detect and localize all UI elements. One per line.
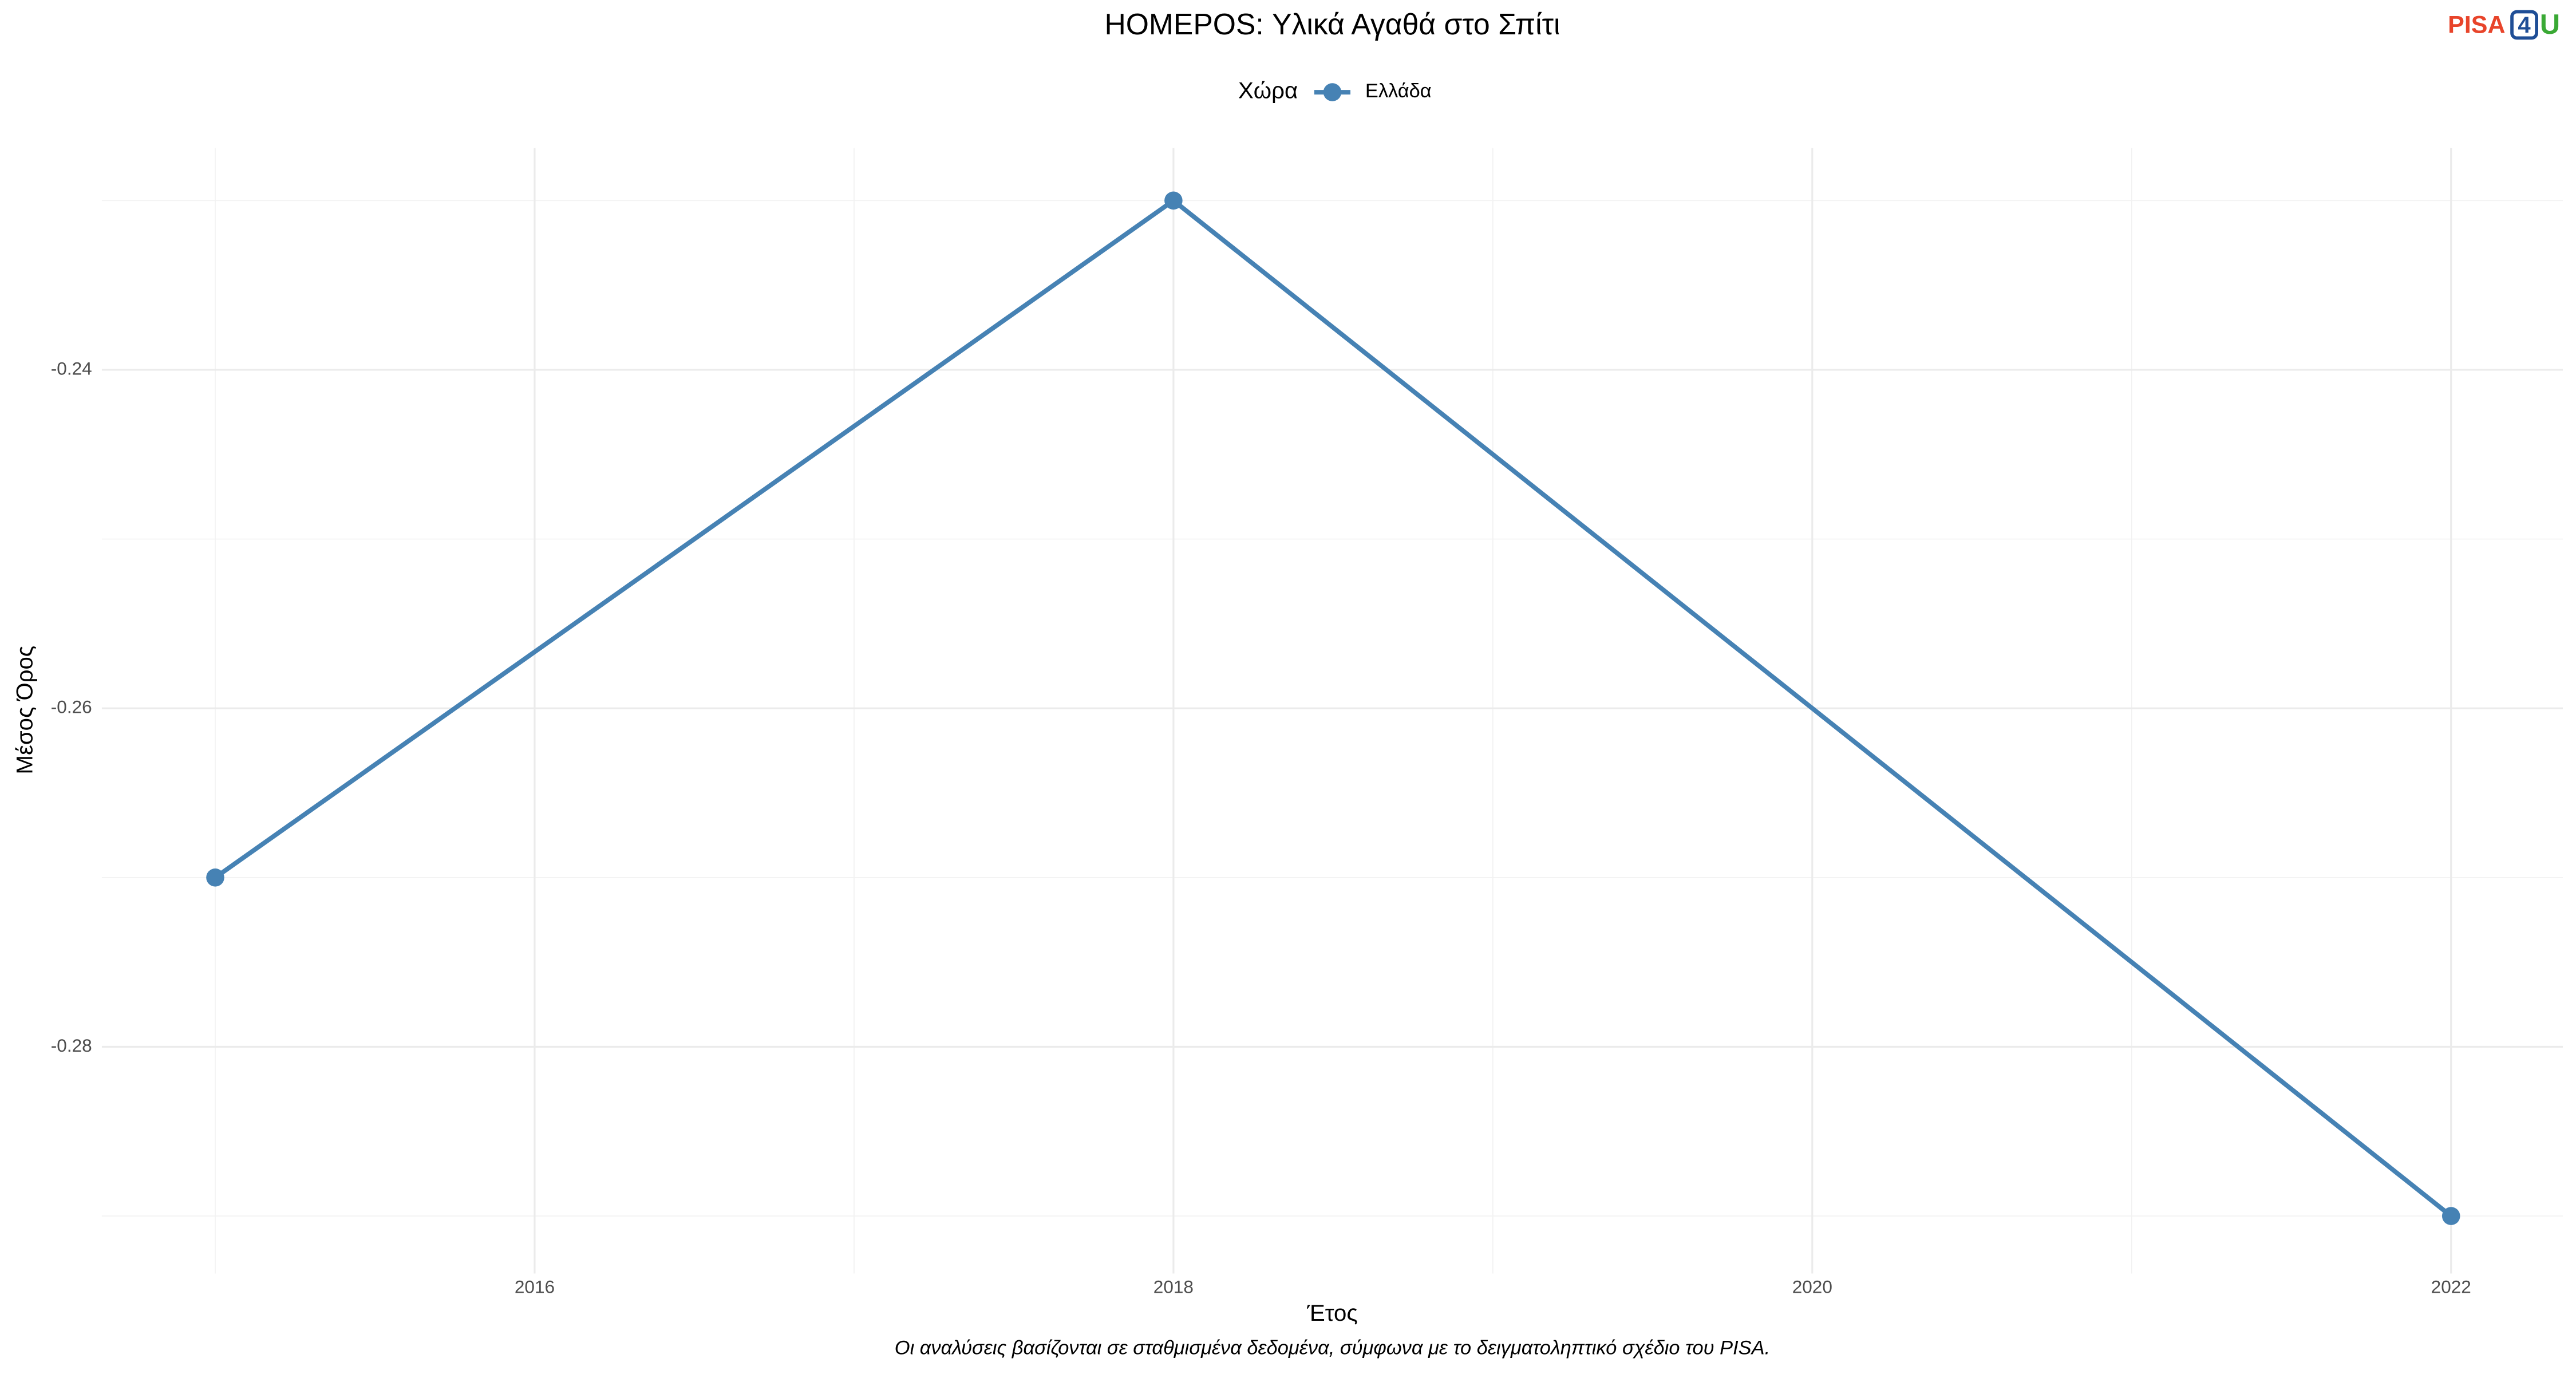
x-tick-label: 2016 xyxy=(515,1277,555,1297)
y-tick-label: -0.28 xyxy=(51,1035,92,1056)
legend-title: Χώρα xyxy=(1238,78,1298,104)
y-tick-label: -0.26 xyxy=(51,697,92,717)
data-point xyxy=(1164,191,1183,210)
logo-box xyxy=(2510,10,2538,40)
y-axis-label: Μέσος Όρος xyxy=(12,646,38,775)
logo-text: U xyxy=(2540,9,2560,40)
logo-text: 4 xyxy=(2518,12,2531,38)
x-tick-label: 2022 xyxy=(2431,1277,2471,1297)
caption: Οι αναλύσεις βασίζονται σε σταθμισμένα δ… xyxy=(895,1337,1770,1359)
x-tick-label: 2020 xyxy=(1792,1277,1832,1297)
y-tick-label: -0.24 xyxy=(51,358,92,378)
x-axis-label: Έτος xyxy=(1306,1300,1357,1326)
data-point xyxy=(206,868,224,887)
x-tick-label: 2018 xyxy=(1153,1277,1194,1297)
data-point xyxy=(2441,1207,2460,1225)
legend-marker xyxy=(1323,83,1342,101)
chart-title: HOMEPOS: Υλικά Αγαθά στο Σπίτι xyxy=(1104,7,1560,41)
logo-text: PISA xyxy=(2448,11,2505,39)
legend-label: Ελλάδα xyxy=(1365,80,1432,102)
